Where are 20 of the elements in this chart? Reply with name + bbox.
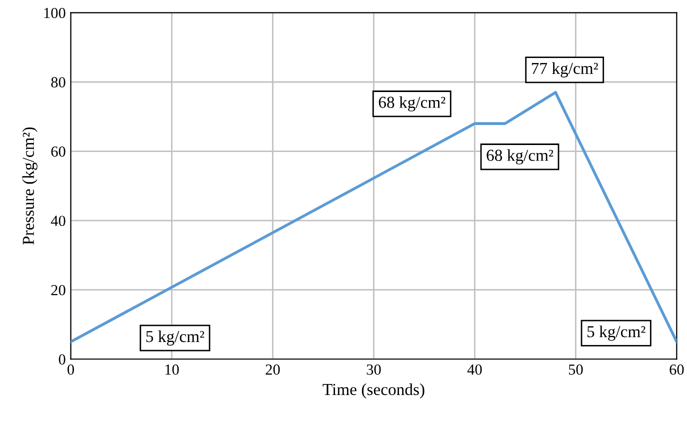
x-tick-label: 10	[165, 364, 179, 375]
x-tick-label: 60	[670, 364, 684, 375]
x-tick-label: 20	[266, 364, 280, 375]
y-tick-label: 0	[58, 354, 66, 365]
annotation: 68 kg/cm²	[378, 96, 446, 112]
y-tick-label: 40	[50, 216, 66, 226]
annotation: 5 kg/cm²	[587, 326, 646, 341]
x-tick-label: 30	[366, 364, 381, 375]
annotation: 77 kg/cm²	[532, 62, 598, 78]
x-axis-title: Time (seconds)	[322, 383, 424, 399]
annotation: 68 kg/cm²	[486, 149, 554, 164]
y-tick-label: 20	[51, 284, 66, 296]
y-axis-title: Pressure (kg/cm²)	[22, 127, 38, 245]
x-tick-label: 40	[467, 364, 482, 375]
x-tick-label: 50	[568, 364, 583, 375]
annotation: 5 kg/cm²	[146, 330, 204, 346]
x-tick-label: 0	[68, 364, 74, 375]
y-tick-label: 60	[51, 146, 66, 157]
y-tick-label: 80	[51, 77, 66, 88]
y-tick-label: 100	[44, 8, 66, 18]
